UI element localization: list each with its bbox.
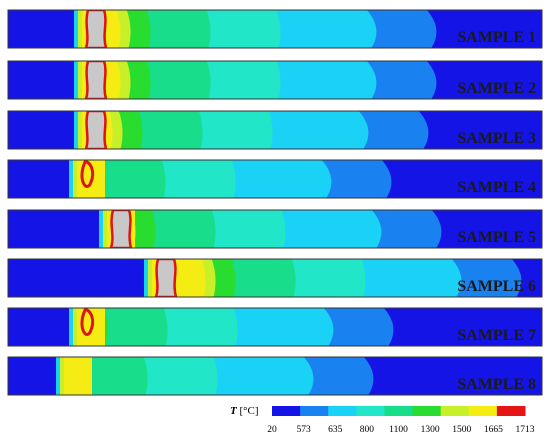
sample-panel: SAMPLE 4 xyxy=(7,159,543,199)
leading-isotherm xyxy=(74,10,78,48)
panel-border xyxy=(7,209,543,249)
leading-isotherm xyxy=(74,111,78,149)
leading-isotherm xyxy=(69,160,73,198)
panel-border xyxy=(7,9,543,49)
colorbar-swatch xyxy=(300,406,329,416)
colorbar xyxy=(272,406,526,416)
legend-tick-label: 635 xyxy=(328,425,343,435)
leading-isotherm xyxy=(60,357,64,395)
legend-tick-label: 1665 xyxy=(483,425,503,435)
leading-isotherm xyxy=(148,259,152,297)
sample-label: SAMPLE 7 xyxy=(457,327,536,344)
colorbar-swatch xyxy=(440,406,470,416)
leading-isotherm xyxy=(99,210,103,248)
sample-label: SAMPLE 3 xyxy=(457,130,536,147)
sample-panel: SAMPLE 1 xyxy=(7,9,543,49)
sample-label: SAMPLE 2 xyxy=(457,80,536,97)
legend-tick-label: 800 xyxy=(359,425,374,435)
leading-isotherm xyxy=(144,259,148,297)
leading-isotherm xyxy=(73,160,77,198)
leading-isotherm xyxy=(103,210,107,248)
leading-isotherm xyxy=(77,308,83,346)
leading-isotherm xyxy=(152,259,158,297)
sample-panel: SAMPLE 7 xyxy=(7,307,543,347)
melt-pool xyxy=(80,160,95,188)
legend-tick-label: 1713 xyxy=(515,425,535,435)
panel-border xyxy=(7,307,543,347)
colorbar-swatch xyxy=(384,406,414,416)
legend-tick-label: 20 xyxy=(267,425,277,435)
legend-tick-label: 1100 xyxy=(389,425,408,435)
colorbar-swatch xyxy=(272,406,301,416)
melt-pool xyxy=(80,308,95,336)
colorbar-swatch xyxy=(328,406,357,416)
sample-label: SAMPLE 4 xyxy=(457,179,536,196)
sample-label: SAMPLE 6 xyxy=(457,278,536,295)
cold-leading-region xyxy=(8,259,144,297)
legend-unit: [°C] xyxy=(239,405,259,417)
colorbar-swatch xyxy=(496,406,526,416)
melt-pool xyxy=(154,259,178,297)
legend-tick-label: 1300 xyxy=(420,425,440,435)
colorbar-swatch xyxy=(356,406,385,416)
leading-isotherm xyxy=(107,210,113,248)
leading-isotherm xyxy=(74,61,78,99)
cold-leading-region xyxy=(8,160,69,198)
panel-border xyxy=(7,60,543,100)
cold-leading-region xyxy=(8,10,74,48)
panel-border xyxy=(7,356,543,396)
leading-isotherm xyxy=(82,61,88,99)
sample-panel: SAMPLE 2 xyxy=(7,60,543,100)
legend-symbol: T xyxy=(230,405,237,417)
sample-label: SAMPLE 8 xyxy=(457,376,536,393)
cold-leading-region xyxy=(8,210,99,248)
leading-isotherm xyxy=(82,10,88,48)
sample-panel: SAMPLE 6 xyxy=(7,258,543,298)
sample-panel: SAMPLE 8 xyxy=(7,356,543,396)
leading-isotherm xyxy=(78,111,82,149)
cold-leading-region xyxy=(8,308,69,346)
legend-tick-label: 573 xyxy=(296,425,311,435)
leading-isotherm xyxy=(78,61,82,99)
sample-panel: SAMPLE 3 xyxy=(7,110,543,150)
leading-isotherm xyxy=(64,357,70,395)
legend-title: T [°C] xyxy=(230,405,259,417)
cold-leading-region xyxy=(8,357,56,395)
cold-leading-region xyxy=(8,111,74,149)
colorbar-swatch xyxy=(412,406,442,416)
leading-isotherm xyxy=(82,111,88,149)
sample-panel: SAMPLE 5 xyxy=(7,209,543,249)
leading-isotherm xyxy=(78,10,82,48)
panel-border xyxy=(7,159,543,199)
sample-label: SAMPLE 5 xyxy=(457,229,536,246)
panel-border xyxy=(7,258,543,298)
cold-leading-region xyxy=(8,61,74,99)
sample-label: SAMPLE 1 xyxy=(457,29,536,46)
melt-pool xyxy=(84,111,108,149)
colorbar-swatch xyxy=(468,406,498,416)
legend-tick-label: 1500 xyxy=(452,425,472,435)
hot-zone xyxy=(70,357,92,395)
leading-isotherm xyxy=(77,160,83,198)
leading-isotherm xyxy=(56,357,60,395)
melt-pool xyxy=(109,210,133,248)
melt-pool xyxy=(84,10,108,48)
leading-isotherm xyxy=(73,308,77,346)
panel-border xyxy=(7,110,543,150)
melt-pool xyxy=(84,61,108,99)
leading-isotherm xyxy=(69,308,73,346)
